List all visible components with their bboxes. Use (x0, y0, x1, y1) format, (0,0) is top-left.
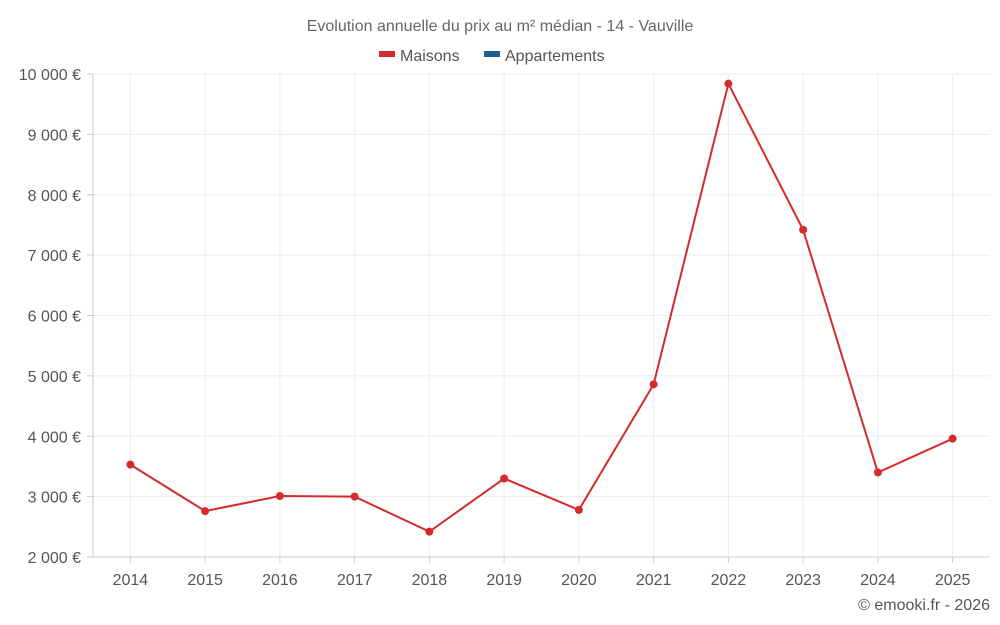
series-layer (126, 79, 957, 536)
y-tick-label: 3 000 € (28, 490, 81, 507)
legend-item-appartements[interactable]: Appartements (484, 48, 605, 65)
legend-label: Maisons (400, 48, 460, 65)
x-gridlines (129, 74, 954, 557)
legend: Maisons Appartements (379, 48, 605, 65)
x-tick-label: 2016 (262, 572, 298, 589)
credit-text: © emooki.fr - 2026 (858, 597, 990, 614)
data-point[interactable] (873, 468, 882, 477)
x-tick-label: 2023 (785, 572, 821, 589)
y-axis: 2 000 € 3 000 € 4 000 € 5 000 € 6 000 € 7 000… (19, 67, 94, 567)
x-tick-label: 2025 (935, 572, 971, 589)
x-tick-label: 2020 (561, 572, 597, 589)
x-tick-label: 2022 (711, 572, 747, 589)
y-tick-label: 2 000 € (28, 550, 81, 567)
y-tick-label: 9 000 € (28, 127, 81, 144)
y-tick-label: 8 000 € (28, 188, 81, 205)
legend-swatch (484, 51, 500, 57)
x-tick-label: 2021 (636, 572, 672, 589)
y-tick-label: 5 000 € (28, 369, 81, 386)
x-tick-label: 2018 (412, 572, 448, 589)
y-tick-label: 4 000 € (28, 429, 81, 446)
data-point[interactable] (350, 492, 359, 501)
x-tick-label: 2019 (486, 572, 522, 589)
y-tick-label: 7 000 € (28, 248, 81, 265)
chart-title: Evolution annuelle du prix au m² médian … (307, 18, 694, 35)
data-point[interactable] (649, 380, 658, 389)
data-point[interactable] (948, 434, 957, 443)
y-gridlines (93, 73, 990, 558)
data-point[interactable] (799, 225, 808, 234)
x-axis: 2014 2015 2016 2017 2018 2019 2020 2021 2022 2023… (93, 556, 990, 589)
legend-label: Appartements (505, 48, 605, 65)
data-point[interactable] (500, 474, 509, 483)
legend-swatch (379, 51, 395, 57)
x-tick-label: 2017 (337, 572, 373, 589)
legend-item-maisons[interactable]: Maisons (379, 48, 460, 65)
y-tick-label: 10 000 € (19, 67, 81, 84)
data-point[interactable] (724, 79, 733, 88)
x-tick-label: 2015 (187, 572, 223, 589)
y-tick-label: 6 000 € (28, 309, 81, 326)
x-tick-label: 2024 (860, 572, 896, 589)
data-point[interactable] (275, 492, 284, 501)
series-line-maisons (129, 80, 954, 533)
data-point[interactable] (126, 460, 135, 469)
data-point[interactable] (574, 505, 583, 514)
x-tick-label: 2014 (113, 572, 149, 589)
data-point[interactable] (201, 507, 210, 516)
data-point[interactable] (425, 527, 434, 536)
